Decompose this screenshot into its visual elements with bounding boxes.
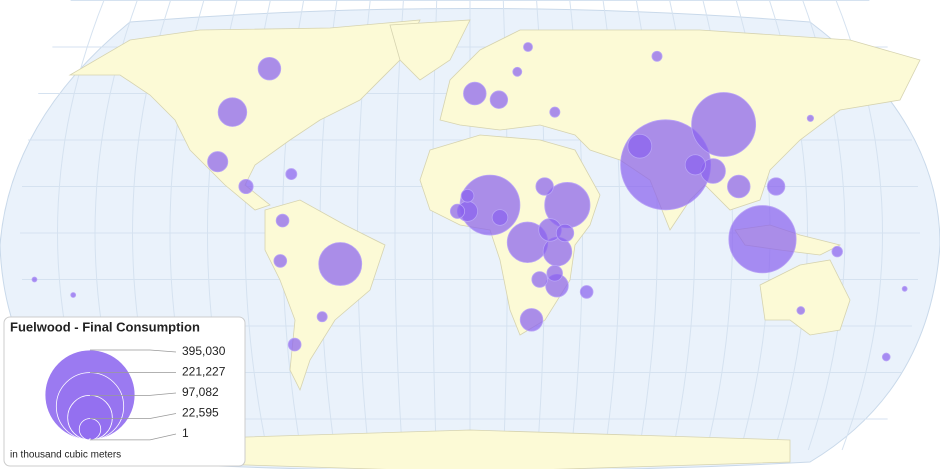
legend-label: 395,030 [182,344,226,358]
bubble [491,209,509,226]
bubble [318,242,363,286]
bubble [273,254,288,268]
bubble [449,203,466,219]
bubble [531,271,548,288]
bubble [70,292,77,298]
bubble [555,223,575,243]
bubble [523,42,533,52]
legend-leader [90,413,177,419]
bubble [579,285,594,299]
bubble [316,311,328,323]
legend-label: 1 [182,426,189,440]
bubble [238,178,254,195]
bubble [627,133,653,159]
legend-note: in thousand cubic meters [10,450,121,461]
legend-circle [78,418,102,441]
bubbles [31,42,908,362]
legend-leader [90,433,177,441]
bubble [275,213,290,228]
meridian [432,0,438,451]
bubble [257,56,282,81]
legend-label: 97,082 [182,385,219,399]
bubble [881,352,891,362]
bubble [728,205,797,274]
legend-title: Fuelwood - Final Consumption [10,319,200,334]
bubble [796,306,806,315]
bubble [651,50,663,62]
bubble [31,276,38,283]
bubble [691,92,757,157]
legend: Fuelwood - Final Consumption 395,030 221,… [3,316,246,467]
australia [759,259,851,336]
bubble [901,285,908,292]
bubble [727,174,751,199]
bubble [535,177,554,196]
bubble [285,168,298,181]
legend-leader [90,349,177,353]
legend-label: 22,595 [182,406,219,420]
legend-items: 395,030 221,227 97,082 22,595 1 [44,344,226,442]
bubble [684,154,706,176]
legend-leader [90,392,177,396]
bubble [806,114,815,122]
bubble [463,81,487,106]
bubble [489,90,509,109]
bubble [546,265,563,282]
greenland [389,19,471,81]
bubble [287,337,302,352]
bubble [207,151,229,173]
bubble [512,66,523,77]
bubble [549,106,561,118]
meridian [394,0,404,451]
bubble [217,97,248,127]
legend-label: 221,227 [182,365,226,379]
bubble [831,245,843,258]
bubble [766,177,786,196]
bubble [519,308,544,332]
bubble [460,188,475,203]
